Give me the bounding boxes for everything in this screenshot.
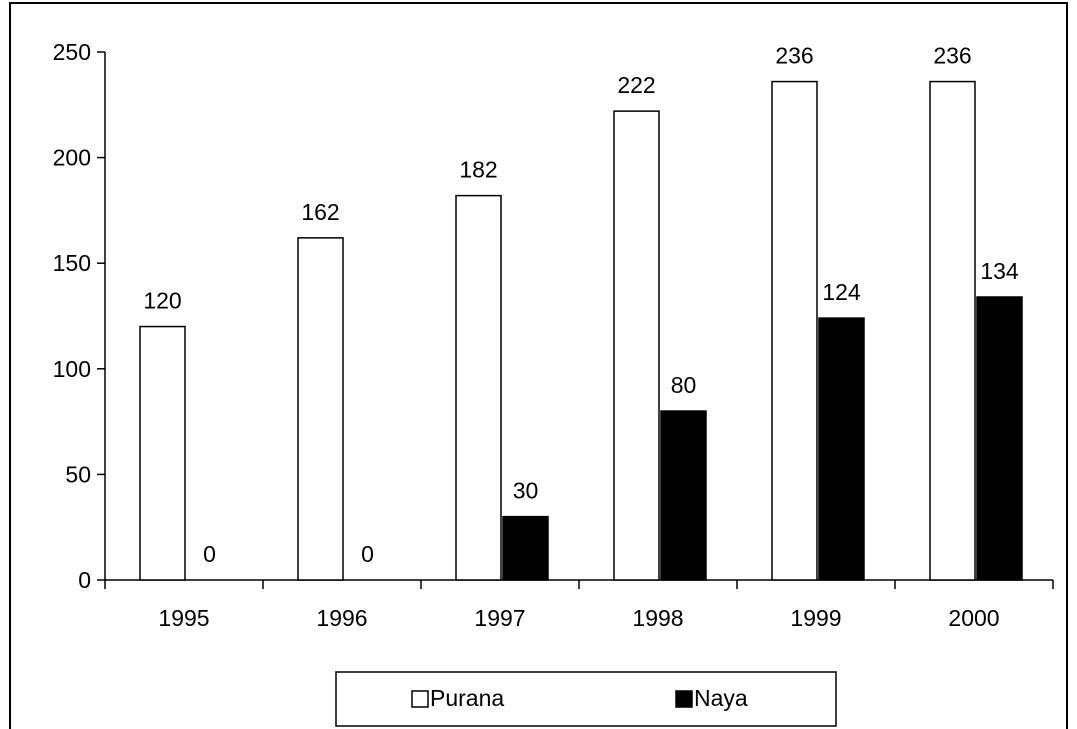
y-tick-label: 0 bbox=[78, 567, 91, 593]
data-label-naya: 134 bbox=[980, 258, 1019, 284]
data-label-purana: 162 bbox=[301, 199, 339, 225]
legend-swatch-naya bbox=[675, 690, 693, 708]
bar-purana bbox=[613, 110, 660, 581]
data-label-purana: 236 bbox=[775, 43, 813, 69]
data-label-purana: 222 bbox=[617, 72, 655, 98]
x-tick-label: 1997 bbox=[474, 605, 525, 631]
legend: Purana Naya bbox=[335, 671, 837, 727]
legend-label-purana: Purana bbox=[430, 685, 504, 711]
legend-box bbox=[335, 671, 837, 727]
legend-label-naya: Naya bbox=[694, 685, 748, 711]
bars bbox=[139, 80, 1023, 581]
data-label-purana: 120 bbox=[143, 288, 181, 314]
bar-purana bbox=[455, 194, 502, 581]
bar-naya bbox=[502, 515, 549, 581]
bar-purana bbox=[297, 237, 344, 581]
data-label-naya: 80 bbox=[671, 372, 697, 398]
x-tick-label: 2000 bbox=[948, 605, 999, 631]
data-label-naya: 0 bbox=[203, 541, 216, 567]
data-label-naya: 30 bbox=[513, 478, 539, 504]
bar-naya bbox=[818, 317, 865, 581]
x-tick-label: 1996 bbox=[316, 605, 367, 631]
y-tick-label: 150 bbox=[53, 250, 91, 276]
legend-swatch-purana bbox=[411, 690, 429, 708]
data-label-naya: 0 bbox=[361, 541, 374, 567]
bar-naya bbox=[976, 296, 1023, 581]
x-tick-label: 1998 bbox=[632, 605, 683, 631]
y-tick-label: 100 bbox=[53, 356, 91, 382]
bar-purana bbox=[771, 80, 818, 581]
x-tick-label: 1999 bbox=[790, 605, 841, 631]
data-labels: 120 162 182 222 236 236 0 0 30 80 124 134 bbox=[143, 43, 1019, 567]
axes: 0 50 100 150 200 250 1995 1996 1997 1998 1999 2000 bbox=[53, 39, 1054, 631]
data-label-purana: 236 bbox=[933, 43, 971, 69]
y-tick-label: 200 bbox=[53, 145, 91, 171]
x-tick-label: 1995 bbox=[158, 605, 209, 631]
y-tick-label: 250 bbox=[53, 39, 91, 65]
bar-purana bbox=[929, 80, 976, 581]
bar-purana bbox=[139, 325, 186, 581]
data-label-purana: 182 bbox=[459, 157, 497, 183]
chart-frame bbox=[9, 2, 1068, 729]
bar-naya bbox=[660, 410, 707, 581]
y-tick-label: 50 bbox=[65, 461, 91, 487]
data-label-naya: 124 bbox=[822, 279, 861, 305]
